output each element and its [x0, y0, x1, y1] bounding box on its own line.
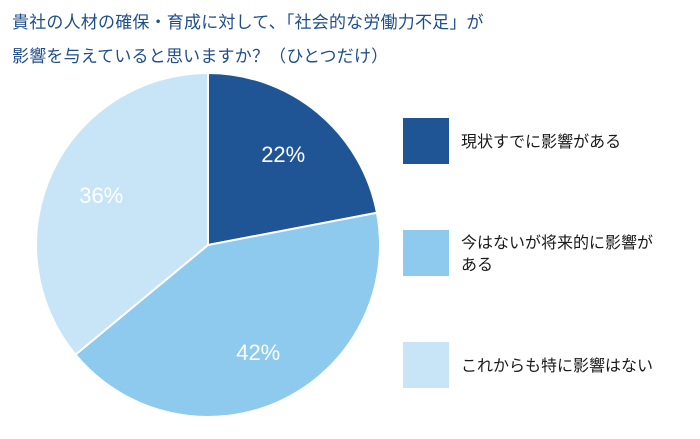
legend-item-no-impact: これからも特に影響はない: [403, 342, 693, 392]
legend-label-future-impact: 今はないが将来的に影響が ある: [461, 232, 691, 276]
legend-label-existing-impact: 現状すでに影響がある: [461, 131, 691, 153]
legend-label-no-impact: これからも特に影響はない: [461, 355, 691, 377]
pie-slice-existing-impact: [207, 71, 379, 247]
legend-item-existing-impact: 現状すでに影響がある: [403, 118, 693, 168]
legend-swatch-future-impact: [403, 230, 449, 276]
legend-label-existing-impact-line-1: 現状すでに影響がある: [461, 132, 622, 151]
legend-label-future-impact-line-1: 今はないが将来的に影響が: [461, 233, 654, 252]
chart-title: 貴社の人材の確保・育成に対して、「社会的な労働力不足」が 影響を与えていると思い…: [12, 6, 692, 74]
legend-label-no-impact-line-1: これからも特に影響はない: [461, 356, 654, 375]
chart-title-line-2: 影響を与えていると思いますか？（ひとつだけ）: [12, 47, 389, 67]
legend-swatch-existing-impact: [403, 118, 449, 164]
chart-title-line-1: 貴社の人材の確保・育成に対して、「社会的な労働力不足」が: [12, 13, 484, 33]
data-label-no-impact: 36%: [79, 183, 123, 208]
legend-swatch-no-impact: [403, 342, 449, 388]
legend-item-future-impact: 今はないが将来的に影響が ある: [403, 230, 693, 280]
data-label-future-impact: 42%: [236, 340, 280, 365]
data-label-existing-impact: 22%: [261, 142, 305, 167]
pie-slice-future-impact: [74, 211, 381, 418]
pie-slice-no-impact: [35, 71, 209, 357]
legend-label-future-impact-line-2: ある: [461, 255, 494, 274]
